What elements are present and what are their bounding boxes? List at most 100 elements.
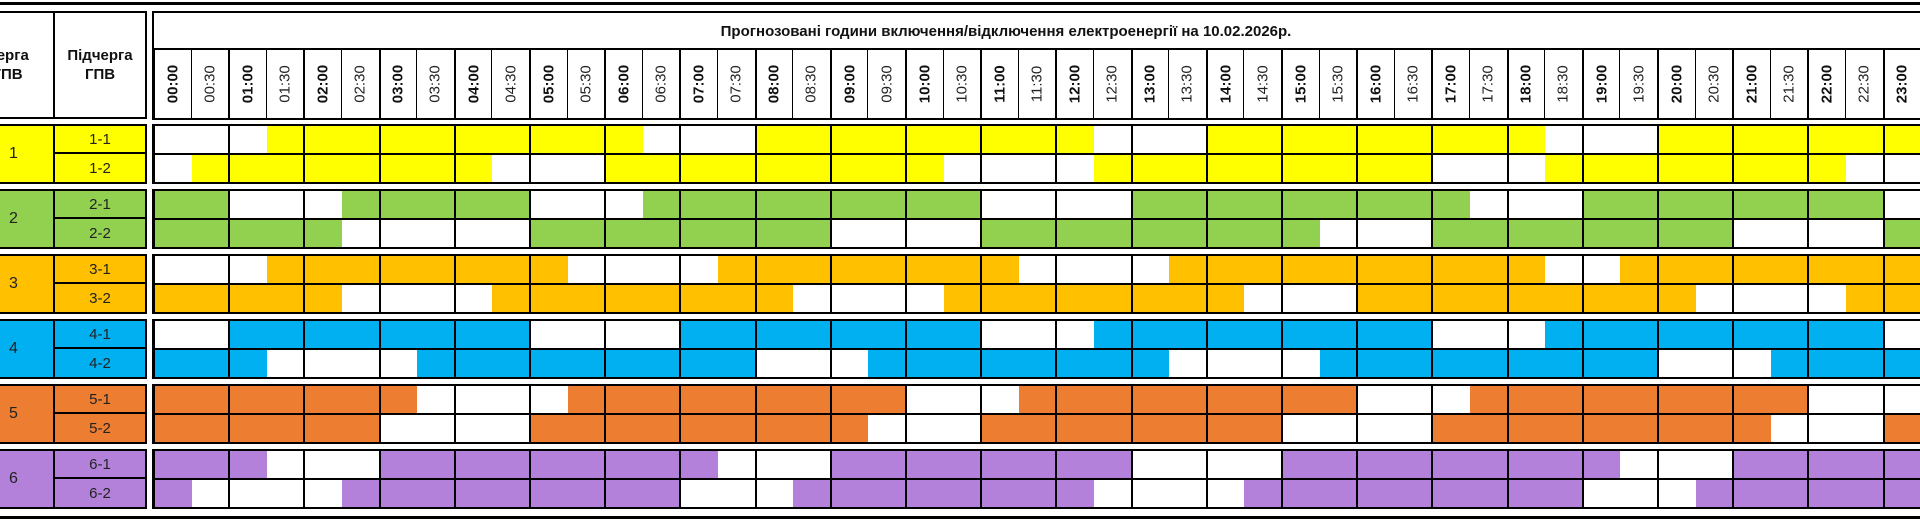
hour-divider — [1882, 319, 1885, 379]
slot-3-1-22:30 — [1846, 254, 1885, 284]
time-header-cell: 11:00 — [980, 49, 1019, 119]
hour-divider — [1281, 319, 1283, 379]
hour-divider — [1356, 254, 1359, 314]
queue-cell-4: 4 — [0, 319, 55, 379]
slot-5-2-18:00 — [1507, 414, 1546, 444]
slot-2-2-01:00 — [229, 219, 268, 249]
slot-5-2-13:30 — [1169, 414, 1208, 444]
subqueue-cell-2-2: 2-2 — [53, 217, 147, 249]
slot-2-1-00:30 — [191, 189, 230, 219]
hour-divider — [980, 254, 983, 314]
slot-1-1-13:30 — [1169, 124, 1208, 154]
slot-6-1-12:30 — [1094, 449, 1133, 479]
slot-5-1-01:30 — [266, 384, 305, 414]
slot-5-1-21:00 — [1733, 384, 1772, 414]
slot-4-1-10:00 — [906, 319, 945, 349]
slot-4-1-00:00 — [154, 319, 193, 349]
slot-6-1-00:30 — [191, 449, 230, 479]
hour-divider — [1506, 189, 1509, 249]
slot-5-2-17:30 — [1470, 414, 1509, 444]
slot-3-1-12:30 — [1094, 254, 1133, 284]
slot-6-2-08:00 — [755, 479, 794, 509]
slot-4-2-16:00 — [1357, 349, 1396, 379]
slot-2-1-01:00 — [229, 189, 268, 219]
slot-4-2-10:30 — [943, 349, 982, 379]
slot-5-2-14:30 — [1244, 414, 1283, 444]
slot-4-1-00:30 — [191, 319, 230, 349]
hour-divider — [153, 254, 155, 314]
slot-5-2-20:00 — [1658, 414, 1697, 444]
slot-4-2-04:00 — [454, 349, 493, 379]
slot-4-2-22:30 — [1846, 349, 1885, 379]
slot-5-2-17:00 — [1432, 414, 1471, 444]
slot-6-1-13:30 — [1169, 449, 1208, 479]
slot-1-2-19:30 — [1620, 154, 1659, 184]
slot-4-2-05:00 — [530, 349, 569, 379]
slot-2-1-13:00 — [1131, 189, 1170, 219]
slot-2-2-06:30 — [642, 219, 681, 249]
slot-4-2-11:30 — [1018, 349, 1057, 379]
hour-divider — [303, 319, 306, 379]
slot-3-1-01:30 — [266, 254, 305, 284]
slot-2-1-16:30 — [1394, 189, 1433, 219]
time-header-cell: 16:30 — [1393, 49, 1433, 119]
slot-1-1-12:00 — [1056, 124, 1095, 154]
slot-5-1-11:30 — [1018, 384, 1057, 414]
hour-divider — [679, 449, 682, 509]
slot-5-1-09:00 — [830, 384, 869, 414]
slot-3-1-04:00 — [454, 254, 493, 284]
slot-4-2-01:30 — [266, 349, 305, 379]
hour-divider — [1506, 449, 1509, 509]
slot-5-1-20:30 — [1695, 384, 1734, 414]
slot-5-1-04:30 — [492, 384, 531, 414]
slot-1-2-02:30 — [342, 154, 381, 184]
slot-3-2-14:30 — [1244, 284, 1283, 314]
slot-6-1-13:00 — [1131, 449, 1170, 479]
hour-divider — [1431, 189, 1434, 249]
slot-3-1-16:00 — [1357, 254, 1396, 284]
slot-4-2-04:30 — [492, 349, 531, 379]
hour-divider — [1882, 189, 1885, 249]
slot-1-1-20:30 — [1695, 124, 1734, 154]
slot-2-2-00:00 — [154, 219, 193, 249]
slot-3-2-08:30 — [793, 284, 832, 314]
row-divider — [152, 413, 1920, 415]
slot-2-2-20:00 — [1658, 219, 1697, 249]
slot-4-1-10:30 — [943, 319, 982, 349]
slot-2-1-15:00 — [1282, 189, 1321, 219]
slot-6-1-00:00 — [154, 449, 193, 479]
hour-divider — [1807, 449, 1810, 509]
hour-divider — [1657, 319, 1659, 379]
slot-6-2-16:00 — [1357, 479, 1396, 509]
subqueue-label: 4-1 — [89, 325, 111, 343]
slot-5-2-00:00 — [154, 414, 193, 444]
slot-6-2-19:30 — [1620, 479, 1659, 509]
hour-divider — [1431, 254, 1434, 314]
slot-6-2-12:00 — [1056, 479, 1095, 509]
slot-2-2-02:00 — [304, 219, 343, 249]
slot-1-2-08:30 — [793, 154, 832, 184]
slot-4-1-03:30 — [417, 319, 456, 349]
slot-2-2-19:30 — [1620, 219, 1659, 249]
row-divider — [152, 153, 1920, 155]
slot-4-1-06:30 — [642, 319, 681, 349]
subqueue-label: 5-2 — [89, 419, 111, 437]
slot-1-1-19:00 — [1582, 124, 1621, 154]
hour-divider — [1356, 319, 1359, 379]
slot-6-2-15:00 — [1282, 479, 1321, 509]
slot-1-1-17:30 — [1470, 124, 1509, 154]
slot-4-1-07:30 — [718, 319, 757, 349]
slot-1-1-02:00 — [304, 124, 343, 154]
slot-3-2-06:30 — [642, 284, 681, 314]
slot-2-1-09:30 — [868, 189, 907, 219]
hour-divider — [529, 124, 531, 184]
slot-4-2-00:00 — [154, 349, 193, 379]
slot-5-1-12:00 — [1056, 384, 1095, 414]
slot-3-1-09:30 — [868, 254, 907, 284]
hour-divider — [1055, 384, 1058, 444]
slot-6-1-01:00 — [229, 449, 268, 479]
hour-divider — [1130, 124, 1133, 184]
slot-1-1-22:30 — [1846, 124, 1885, 154]
subqueue-cell-5-2: 5-2 — [53, 412, 147, 444]
slot-2-2-08:30 — [793, 219, 832, 249]
